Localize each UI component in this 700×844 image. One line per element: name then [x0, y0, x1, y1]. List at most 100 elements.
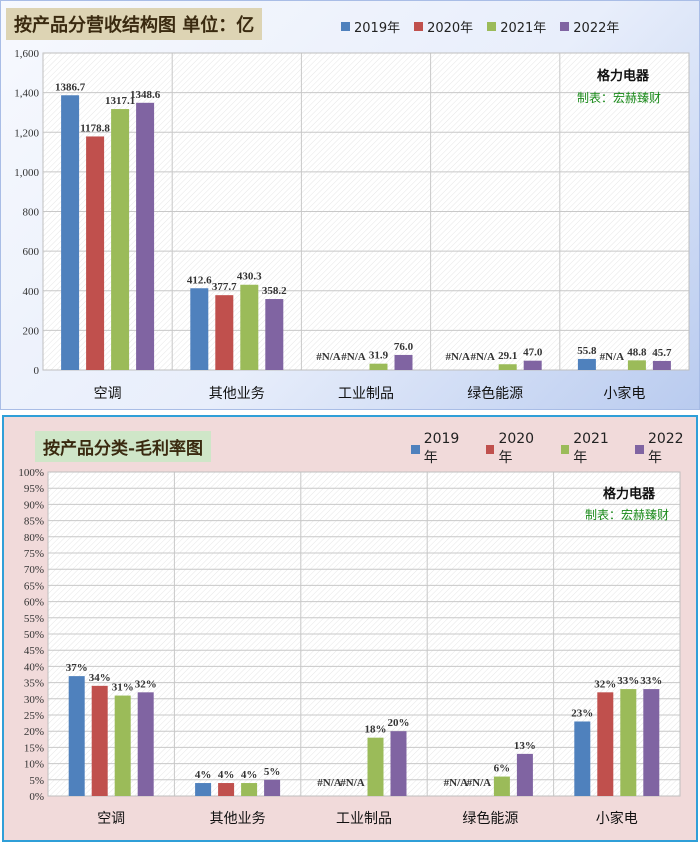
bar [190, 288, 209, 370]
bar [390, 731, 407, 796]
data-label: 358.2 [262, 285, 287, 297]
bar [627, 360, 646, 370]
data-label: 1178.8 [80, 122, 110, 134]
y-tick-label: 70% [24, 564, 44, 576]
legend-swatch [485, 444, 495, 454]
bar [369, 363, 388, 370]
data-label: 20% [388, 717, 410, 729]
bar [652, 360, 671, 370]
bar [574, 721, 591, 796]
bar [195, 783, 212, 796]
legend-swatch [487, 22, 497, 31]
legend-item-2020: 2020年 [485, 431, 547, 467]
data-label: 29.1 [498, 350, 517, 362]
plot-border [42, 52, 690, 371]
gross-margin-panel: 按产品分类-毛利率图 2019年 2020年 2021年 2022年 0% 5% 1… [2, 415, 698, 842]
legend-swatch [411, 444, 420, 454]
y-tick-label: 1,400 [14, 88, 39, 100]
bar [114, 695, 131, 796]
brand-label: 格力电器 [597, 68, 650, 84]
y-tick-label: 1,600 [14, 48, 39, 60]
data-label: 32% [594, 678, 616, 690]
bar [620, 689, 637, 796]
y-tick-label: 1,200 [14, 127, 39, 139]
x-category-label: 小家电 [603, 385, 645, 402]
y-tick-label: 200 [23, 325, 40, 337]
y-tick-label: 400 [23, 286, 40, 298]
bar [597, 692, 614, 796]
x-category-label: 空调 [94, 386, 122, 402]
bar [61, 95, 80, 370]
data-label: 1348.6 [130, 89, 161, 101]
y-tick-label: 30% [24, 694, 44, 706]
x-category-label: 绿色能源 [467, 385, 523, 402]
legend-item-2021: 2021年 [487, 17, 546, 36]
data-label: 31% [112, 682, 134, 694]
bar [215, 295, 234, 370]
legend-item-2022: 2022年 [560, 17, 619, 36]
bar [264, 779, 281, 796]
bar [218, 783, 235, 796]
y-tick-label: 5% [29, 775, 44, 787]
data-label: 48.8 [627, 346, 647, 358]
bar [91, 685, 108, 796]
bar [68, 676, 85, 796]
x-category-label: 工业制品 [338, 386, 394, 402]
bar [111, 109, 130, 370]
revenue-chart-svg: 0 200 400 600 800 1,000 1,200 1,400 1,600 1386.7 1… [14, 48, 690, 402]
y-tick-label: 60% [24, 597, 44, 609]
bar [577, 358, 596, 370]
data-label: 47.0 [523, 347, 543, 359]
chart-title: 按产品分营收结构图 单位：亿 [6, 8, 263, 40]
data-label: 37% [66, 662, 88, 674]
x-category-label: 绿色能源 [462, 810, 518, 827]
legend-item-2019: 2019年 [411, 431, 472, 467]
data-label: 32% [135, 678, 157, 690]
y-tick-label: 95% [24, 483, 44, 495]
legend-label: 2021年 [573, 431, 609, 466]
bar [86, 136, 105, 370]
data-label-na: #N/A [341, 351, 366, 363]
credit-label: 制表：宏赫臻财 [577, 90, 661, 105]
y-tick-label: 15% [24, 742, 44, 754]
legend-label: 2019年 [354, 21, 401, 36]
bar [265, 299, 284, 370]
revenue-structure-panel: 按产品分营收结构图 单位：亿 2019年 2020年 2021年 2022年 0… [0, 0, 700, 410]
legend-label: 2019年 [423, 431, 460, 466]
y-tick-label: 40% [24, 661, 44, 673]
data-label-na: #N/A [600, 351, 625, 363]
data-label-na: #N/A [467, 777, 492, 789]
y-tick-label: 45% [24, 645, 44, 657]
y-tick-label: 75% [24, 548, 44, 560]
legend-swatch [635, 444, 644, 454]
y-tick-label: 10% [24, 759, 44, 771]
legend-swatch [341, 22, 350, 31]
x-category-label: 空调 [97, 811, 125, 827]
y-tick-label: 80% [24, 532, 44, 544]
data-label: 55.8 [577, 345, 597, 357]
y-tick-label: 600 [23, 246, 40, 258]
y-tick-label: 55% [24, 613, 44, 625]
y-tick-label: 50% [24, 629, 44, 641]
x-category-label: 其他业务 [210, 811, 266, 827]
data-label-na: #N/A [317, 777, 342, 789]
y-tick-label: 25% [24, 710, 44, 722]
x-category-label: 小家电 [596, 810, 638, 827]
legend-label: 2021年 [500, 21, 547, 36]
data-label: 34% [89, 672, 111, 684]
y-tick-label: 90% [24, 499, 44, 511]
legend-item-2019: 2019年 [341, 17, 400, 36]
legend-item-2021: 2021年 [560, 431, 622, 467]
data-label: 31.9 [369, 350, 389, 362]
legend-item-2020: 2020年 [414, 17, 473, 36]
bar [394, 354, 413, 370]
data-label: 33% [617, 675, 639, 687]
bar [493, 776, 510, 796]
legend-swatch [414, 22, 424, 31]
x-category-label: 工业制品 [336, 811, 392, 827]
y-tick-label: 0% [29, 791, 44, 803]
y-tick-label: 35% [24, 678, 44, 690]
data-label-na: #N/A [470, 351, 495, 363]
legend-label: 2020年 [498, 431, 535, 466]
credit-label: 制表：宏赫臻财 [585, 507, 669, 522]
